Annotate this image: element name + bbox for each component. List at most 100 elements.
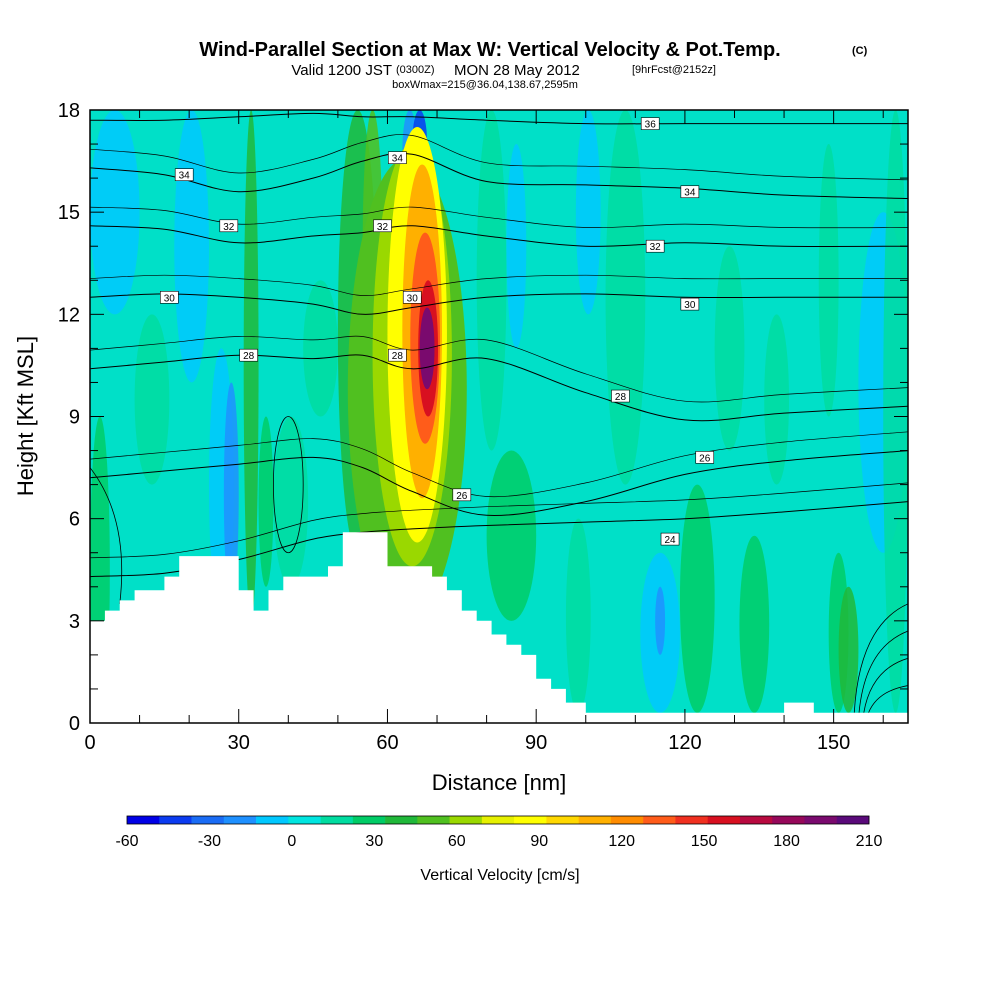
velocity-band-21 bbox=[655, 586, 666, 655]
theta-label-28: 28 bbox=[611, 389, 630, 403]
svg-text:28: 28 bbox=[243, 351, 255, 362]
velocity-band-5 bbox=[223, 382, 239, 604]
theta-contour-36 bbox=[90, 112, 908, 125]
y-tick-label: 3 bbox=[69, 611, 80, 633]
theta-contour-surface bbox=[858, 630, 908, 713]
theta-contour-minor bbox=[90, 482, 908, 559]
theta-label-26: 26 bbox=[695, 451, 715, 464]
colorbar-swatch bbox=[514, 816, 547, 824]
x-tick-label: 0 bbox=[84, 732, 95, 754]
velocity-band-3 bbox=[90, 110, 140, 315]
colorbar-swatch bbox=[675, 816, 708, 824]
velocity-band-9 bbox=[303, 280, 338, 417]
colorbar-swatch bbox=[385, 816, 418, 824]
colorbar-swatch bbox=[707, 816, 741, 824]
svg-text:32: 32 bbox=[650, 242, 662, 253]
terrain bbox=[90, 532, 908, 723]
theta-label-34: 34 bbox=[388, 151, 407, 165]
svg-text:24: 24 bbox=[664, 535, 676, 546]
colorbar-swatch bbox=[836, 816, 870, 824]
colorbar-tick-label: -60 bbox=[115, 833, 138, 850]
x-tick-label: 30 bbox=[228, 732, 250, 754]
colorbar-tick-label: 0 bbox=[287, 833, 296, 850]
valid-date: MON 28 May 2012 bbox=[454, 62, 580, 79]
vertical-velocity-field bbox=[90, 110, 908, 723]
theta-contour-minor bbox=[90, 274, 908, 296]
colorbar-swatch bbox=[127, 816, 160, 824]
colorbar-swatch bbox=[256, 816, 289, 824]
svg-text:30: 30 bbox=[407, 293, 419, 304]
colorbar-tick-label: 150 bbox=[691, 833, 718, 850]
colorbar-swatch bbox=[643, 816, 676, 824]
svg-text:34: 34 bbox=[179, 171, 191, 182]
velocity-band-15 bbox=[486, 450, 537, 621]
colorbar-swatch bbox=[772, 816, 805, 824]
colorbar-swatch bbox=[449, 816, 483, 824]
colorbar-swatch bbox=[223, 816, 257, 824]
theta-label-28: 28 bbox=[239, 348, 258, 362]
colorbar-swatch bbox=[578, 816, 612, 824]
colorbar-tick-label: 180 bbox=[773, 833, 800, 850]
valid-utc: (0300Z) bbox=[396, 64, 435, 76]
velocity-band-19 bbox=[605, 110, 646, 485]
velocity-band-18 bbox=[565, 518, 591, 713]
colorbar-frame bbox=[126, 815, 870, 825]
theta-contour-closed bbox=[273, 416, 304, 554]
colorbar: -60 -30 0 30 60 90 120 150 180 210 bbox=[115, 815, 883, 850]
svg-text:28: 28 bbox=[392, 351, 404, 362]
y-tick-label: 18 bbox=[58, 100, 80, 122]
theta-contour-28 bbox=[90, 354, 908, 422]
theta-label-26: 26 bbox=[452, 488, 472, 502]
theta-label-34: 34 bbox=[680, 185, 700, 199]
x-axis: 0 30 60 90 120 150 bbox=[84, 110, 884, 754]
theta-contour-labels: 24 26 26 28 28 28 30 30 30 32 32 32 34 34 34 36 bbox=[160, 117, 715, 546]
svg-text:34: 34 bbox=[392, 154, 404, 165]
forecast-info: [9hrFcst@2152z] bbox=[632, 64, 716, 76]
theta-contour-surface bbox=[863, 657, 908, 713]
theta-contour-26 bbox=[90, 450, 908, 517]
svg-text:26: 26 bbox=[699, 453, 711, 464]
x-tick-label: 120 bbox=[668, 732, 701, 754]
colorbar-swatch bbox=[610, 816, 644, 824]
theta-label-30: 30 bbox=[402, 291, 422, 304]
colorbar-swatch bbox=[417, 816, 450, 824]
valid-time-line: Valid 1200 JST (0300Z) MON 28 May 2012 [… bbox=[291, 62, 716, 79]
svg-text:26: 26 bbox=[456, 491, 468, 502]
chart-title: Wind-Parallel Section at Max W: Vertical… bbox=[199, 39, 780, 61]
velocity-band-16 bbox=[506, 144, 527, 349]
valid-prefix: Valid 1200 JST bbox=[291, 62, 392, 79]
theta-contour-surface bbox=[90, 467, 123, 604]
velocity-band-6 bbox=[243, 110, 259, 621]
svg-text:32: 32 bbox=[223, 222, 235, 233]
theta-label-30: 30 bbox=[160, 291, 179, 304]
theta-contour-surface bbox=[868, 685, 908, 713]
svg-text:36: 36 bbox=[645, 120, 657, 131]
velocity-band-28 bbox=[838, 586, 859, 713]
theta-label-32: 32 bbox=[645, 239, 665, 253]
x-tick-label: 90 bbox=[525, 732, 547, 754]
theta-label-32: 32 bbox=[373, 219, 392, 233]
colorbar-swatch bbox=[804, 816, 838, 824]
colorbar-tick-label: 60 bbox=[448, 833, 466, 850]
theta-contour-minor bbox=[90, 335, 908, 403]
theta-contour-32 bbox=[90, 225, 908, 247]
velocity-band-25 bbox=[764, 314, 790, 485]
velocity-band-24 bbox=[739, 535, 770, 713]
terrain-profile bbox=[90, 532, 908, 723]
colorbar-title: Vertical Velocity [cm/s] bbox=[420, 867, 579, 884]
theta-label-24: 24 bbox=[660, 532, 680, 546]
colorbar-swatch bbox=[352, 816, 386, 824]
theta-contour-34 bbox=[90, 152, 908, 199]
colorbar-swatch bbox=[739, 816, 773, 824]
y-tick-label: 12 bbox=[58, 304, 80, 326]
theta-label-36: 36 bbox=[640, 117, 660, 131]
y-tick-label: 6 bbox=[69, 509, 80, 531]
y-tick-label: 15 bbox=[58, 202, 80, 224]
velocity-band-17 bbox=[575, 110, 601, 315]
y-axis-title: Height [Kft MSL] bbox=[13, 336, 38, 496]
colorbar-tick-label: -30 bbox=[198, 833, 221, 850]
velocity-band-1 bbox=[134, 314, 170, 485]
theta-label-28: 28 bbox=[388, 348, 407, 362]
y-tick-label: 9 bbox=[69, 407, 80, 429]
colorbar-tick-label: 210 bbox=[856, 833, 883, 850]
